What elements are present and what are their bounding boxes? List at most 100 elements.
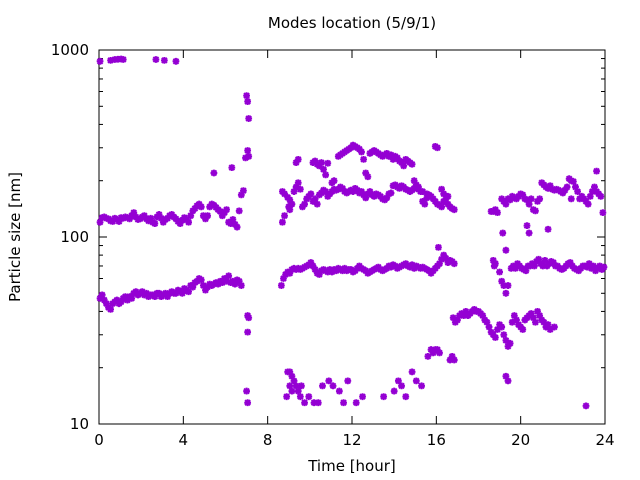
data-point xyxy=(438,203,446,211)
data-point xyxy=(544,321,552,329)
data-point xyxy=(383,194,391,202)
data-point xyxy=(362,169,370,177)
data-point xyxy=(535,255,542,263)
data-point xyxy=(442,254,450,262)
data-point xyxy=(591,183,598,191)
data-point xyxy=(290,377,298,385)
data-point xyxy=(197,276,205,284)
data-point xyxy=(438,185,446,193)
data-point xyxy=(294,179,302,187)
data-point xyxy=(500,282,508,289)
data-point xyxy=(450,356,458,364)
x-tick-label: 8 xyxy=(263,431,273,449)
data-point xyxy=(593,167,600,175)
x-tick-label: 4 xyxy=(179,431,189,449)
data-point xyxy=(502,372,510,380)
data-point xyxy=(586,192,594,200)
data-point xyxy=(157,214,165,222)
data-point xyxy=(294,387,302,395)
data-point xyxy=(450,206,458,214)
data-point xyxy=(292,382,300,390)
data-point xyxy=(301,200,308,208)
data-point xyxy=(109,218,117,225)
data-point xyxy=(315,271,323,278)
data-point xyxy=(223,206,230,214)
data-point xyxy=(427,346,435,353)
data-point xyxy=(544,225,552,233)
data-point xyxy=(362,194,370,202)
data-point xyxy=(536,195,544,203)
data-point xyxy=(398,382,405,390)
data-point xyxy=(352,399,360,407)
data-point xyxy=(523,222,531,230)
data-point xyxy=(519,326,527,333)
data-point xyxy=(525,229,533,237)
data-point xyxy=(225,272,233,280)
data-point xyxy=(599,209,607,217)
data-point xyxy=(408,261,416,269)
data-point xyxy=(277,282,285,289)
data-point xyxy=(358,188,365,195)
data-point xyxy=(281,190,288,198)
data-point xyxy=(280,275,287,282)
data-point xyxy=(566,259,574,266)
data-point xyxy=(485,323,493,331)
data-point xyxy=(152,56,160,63)
data-point xyxy=(318,159,325,166)
x-tick-label: 12 xyxy=(342,431,361,449)
data-point xyxy=(504,343,512,350)
data-point xyxy=(359,393,366,401)
data-point xyxy=(504,282,512,289)
data-point xyxy=(117,298,125,306)
data-point xyxy=(349,188,357,195)
data-point xyxy=(245,152,253,160)
data-point xyxy=(529,314,537,322)
data-point xyxy=(389,156,397,163)
data-point xyxy=(360,156,367,163)
data-point xyxy=(408,160,416,168)
data-point xyxy=(244,98,252,105)
data-point xyxy=(506,196,514,204)
data-point xyxy=(489,256,497,264)
data-point xyxy=(335,387,343,395)
data-point xyxy=(519,191,527,199)
data-point xyxy=(189,283,197,291)
data-point xyxy=(534,308,541,315)
data-point xyxy=(448,352,456,360)
data-point xyxy=(245,115,253,122)
data-point xyxy=(128,294,136,302)
data-point xyxy=(412,377,420,385)
data-point xyxy=(325,377,333,385)
data-point xyxy=(444,192,452,200)
data-point xyxy=(532,207,539,215)
data-point xyxy=(498,277,506,285)
data-point xyxy=(585,260,593,268)
data-point xyxy=(311,157,319,165)
data-point xyxy=(307,190,315,198)
data-point xyxy=(494,209,501,217)
plot-frame xyxy=(98,49,606,425)
data-point xyxy=(502,336,510,344)
data-point xyxy=(243,387,250,395)
data-point xyxy=(290,188,298,195)
data-point xyxy=(143,289,150,297)
data-point xyxy=(496,268,503,276)
y-axis-label: Particle size [nm] xyxy=(6,172,24,302)
data-point xyxy=(449,314,457,322)
data-point xyxy=(588,188,596,195)
data-point xyxy=(228,164,236,172)
data-point xyxy=(155,289,163,297)
data-point xyxy=(436,260,443,268)
data-point xyxy=(119,56,127,63)
data-point xyxy=(227,220,235,227)
data-point xyxy=(231,280,239,288)
data-point xyxy=(301,399,308,407)
data-point xyxy=(288,200,296,208)
data-point xyxy=(511,264,519,272)
data-point xyxy=(237,282,245,289)
data-point xyxy=(423,190,431,198)
y-tick-label: 1000 xyxy=(51,41,89,59)
data-point xyxy=(130,209,138,217)
data-point xyxy=(319,382,326,390)
data-point xyxy=(281,212,288,220)
